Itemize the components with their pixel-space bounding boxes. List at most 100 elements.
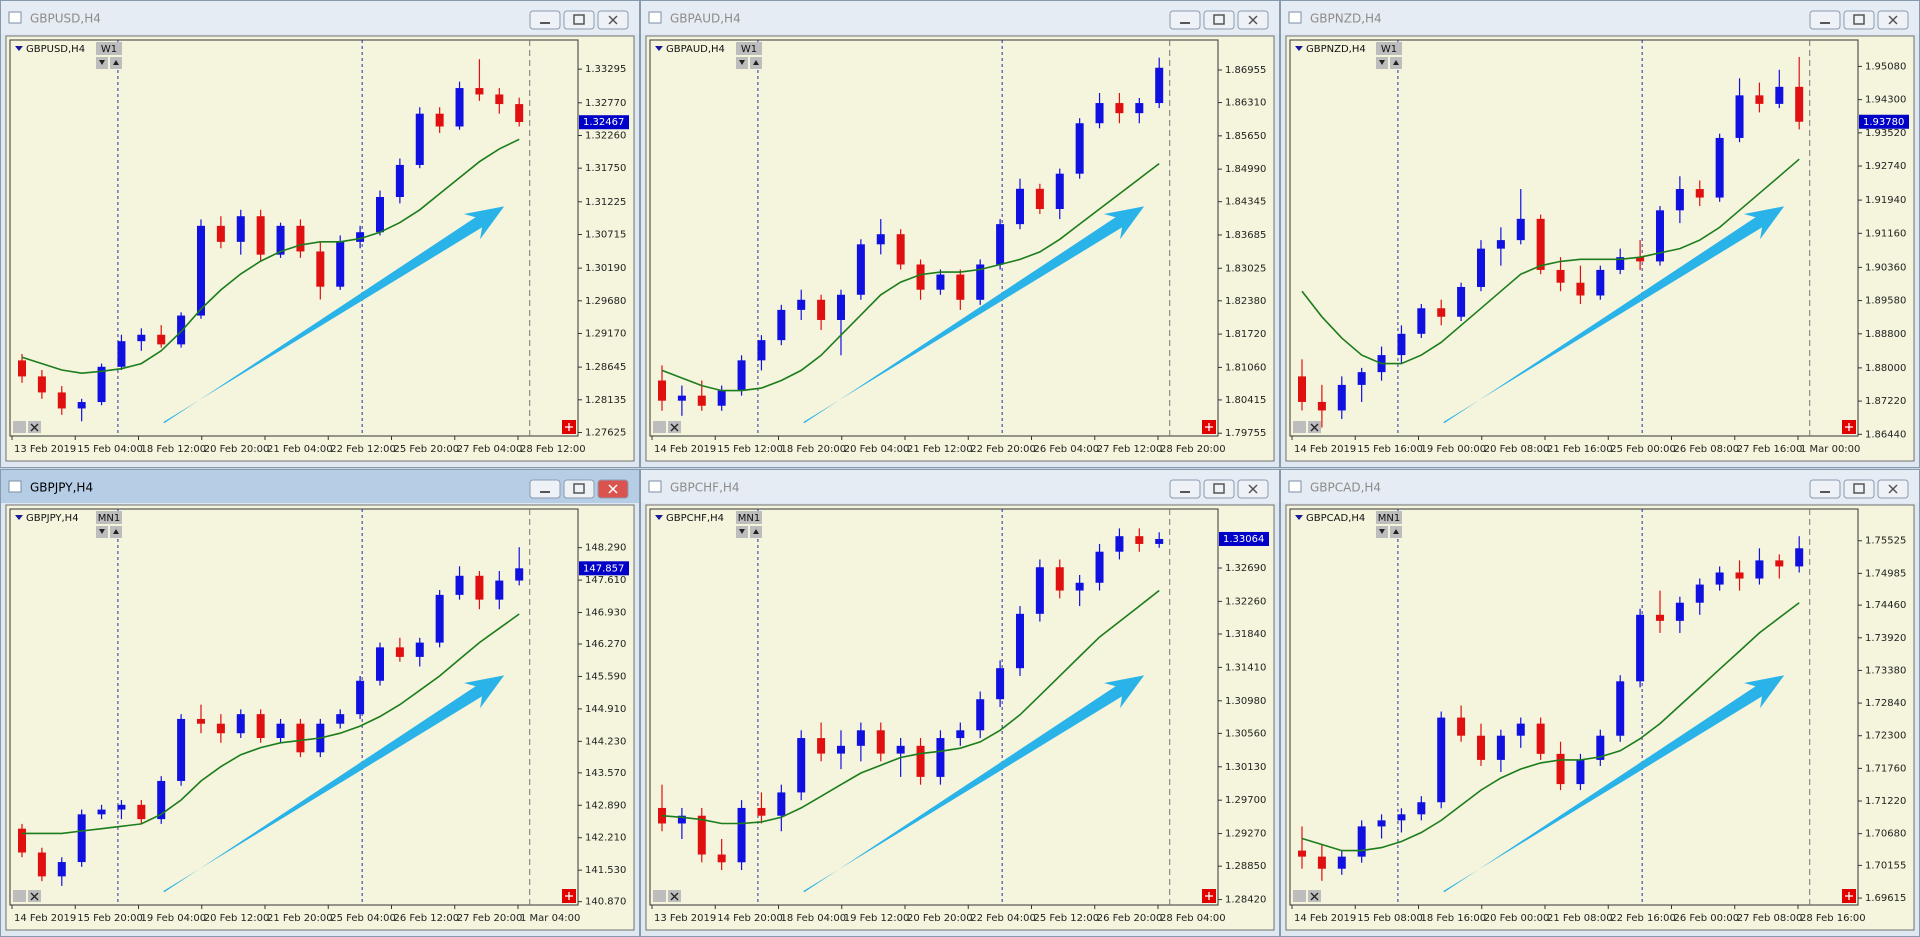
period-box[interactable] bbox=[736, 511, 762, 524]
trend-arrow bbox=[1443, 675, 1785, 893]
moving-average bbox=[661, 589, 1160, 825]
icon bbox=[565, 892, 573, 900]
period-label: W1 bbox=[741, 44, 757, 55]
candle-body bbox=[836, 745, 845, 754]
tool-button[interactable] bbox=[653, 890, 666, 902]
window-icon bbox=[8, 480, 22, 493]
plot-border bbox=[649, 508, 1219, 906]
y-tick-label: 1.28645 bbox=[585, 362, 626, 373]
minimize-button[interactable] bbox=[1809, 479, 1841, 499]
icon bbox=[565, 423, 573, 431]
symbol-label: GBPNZD,H4 bbox=[1306, 44, 1366, 55]
candle-body bbox=[1155, 67, 1164, 104]
plot-border bbox=[9, 508, 579, 906]
current-price-label: 147.857 bbox=[583, 563, 624, 574]
y-tick-label: 142.890 bbox=[585, 800, 626, 811]
period-box[interactable] bbox=[96, 42, 122, 55]
y-tick-label: 1.29270 bbox=[1225, 829, 1266, 840]
y-tick-label: 1.29680 bbox=[585, 296, 626, 307]
tool-button[interactable] bbox=[1293, 890, 1306, 902]
minimize-button[interactable] bbox=[529, 479, 561, 499]
minimize-button[interactable] bbox=[1809, 10, 1841, 30]
icon bbox=[1379, 60, 1385, 65]
minimize-button[interactable] bbox=[1169, 10, 1201, 30]
icon bbox=[1205, 423, 1213, 431]
candle-body bbox=[956, 274, 965, 300]
moving-average bbox=[22, 613, 520, 835]
tool-button[interactable] bbox=[13, 890, 26, 902]
icon bbox=[113, 529, 119, 534]
candle-body bbox=[415, 642, 424, 657]
icon bbox=[15, 46, 23, 51]
moving-average bbox=[1301, 158, 1800, 365]
tool-button[interactable] bbox=[13, 421, 26, 433]
maximize-button[interactable] bbox=[1843, 479, 1875, 499]
maximize-button[interactable] bbox=[1203, 10, 1235, 30]
trend-arrow bbox=[163, 675, 505, 893]
y-tick-label: 1.32260 bbox=[1225, 596, 1266, 607]
icon bbox=[1310, 423, 1319, 432]
candle-body bbox=[415, 113, 424, 165]
minimize-button[interactable] bbox=[1169, 479, 1201, 499]
y-tick-label: 1.70680 bbox=[1865, 829, 1906, 840]
candle-body bbox=[1616, 681, 1625, 736]
y-tick-label: 1.95080 bbox=[1865, 61, 1906, 72]
y-tick-label: 1.74985 bbox=[1865, 568, 1906, 579]
icon bbox=[99, 60, 105, 65]
icon bbox=[655, 515, 663, 520]
candle-body bbox=[1055, 173, 1064, 209]
candle-body bbox=[697, 395, 706, 406]
x-tick-label: 26 Feb 00:00 bbox=[1674, 913, 1740, 924]
chart-background bbox=[645, 504, 1275, 931]
y-tick-label: 146.270 bbox=[585, 639, 626, 650]
moving-average bbox=[1301, 602, 1800, 852]
y-tick-label: 1.86955 bbox=[1225, 65, 1266, 76]
candle-body bbox=[1735, 95, 1744, 138]
y-tick-label: 145.590 bbox=[585, 671, 626, 682]
x-tick-label: 15 Feb 16:00 bbox=[1357, 444, 1423, 455]
y-tick-label: 1.29170 bbox=[585, 328, 626, 339]
candle-body bbox=[856, 244, 865, 295]
icon bbox=[1295, 46, 1303, 51]
y-tick-label: 1.28420 bbox=[1225, 895, 1266, 906]
period-box[interactable] bbox=[1376, 511, 1402, 524]
candle-body bbox=[137, 334, 146, 342]
x-tick-label: 14 Feb 2019 bbox=[1294, 444, 1356, 455]
tool-button[interactable] bbox=[653, 421, 666, 433]
y-tick-label: 144.910 bbox=[585, 704, 626, 715]
candle-body bbox=[1035, 188, 1044, 209]
period-label: W1 bbox=[1381, 44, 1397, 55]
candle-body bbox=[1437, 717, 1446, 803]
maximize-button[interactable] bbox=[1203, 479, 1235, 499]
maximize-button[interactable] bbox=[563, 10, 595, 30]
y-tick-label: 1.91940 bbox=[1865, 195, 1906, 206]
minimize-button[interactable] bbox=[529, 10, 561, 30]
candle-body bbox=[1457, 717, 1466, 736]
y-tick-label: 1.30190 bbox=[585, 263, 626, 274]
candle-body bbox=[316, 251, 325, 287]
candle-body bbox=[395, 164, 404, 197]
candle-body bbox=[256, 216, 265, 255]
candle-body bbox=[1035, 567, 1044, 614]
period-label: MN1 bbox=[1378, 513, 1400, 524]
candle-body bbox=[757, 807, 766, 816]
maximize-button[interactable] bbox=[1843, 10, 1875, 30]
candle-body bbox=[1476, 735, 1485, 760]
x-tick-label: 15 Feb 20:00 bbox=[77, 913, 143, 924]
period-box[interactable] bbox=[1376, 42, 1402, 55]
period-box[interactable] bbox=[736, 42, 762, 55]
maximize-button[interactable] bbox=[563, 479, 595, 499]
window-icon bbox=[8, 11, 22, 24]
x-tick-label: 26 Feb 04:00 bbox=[1034, 444, 1100, 455]
x-tick-label: 28 Feb 12:00 bbox=[520, 444, 586, 455]
x-tick-label: 28 Feb 16:00 bbox=[1800, 913, 1866, 924]
icon bbox=[670, 423, 679, 432]
x-tick-label: 27 Feb 08:00 bbox=[1737, 913, 1803, 924]
x-tick-label: 25 Feb 12:00 bbox=[1034, 913, 1100, 924]
candle-body bbox=[1695, 189, 1704, 198]
candle-body bbox=[57, 862, 66, 877]
period-box[interactable] bbox=[96, 511, 122, 524]
candle-body bbox=[236, 216, 245, 242]
tool-button[interactable] bbox=[1293, 421, 1306, 433]
